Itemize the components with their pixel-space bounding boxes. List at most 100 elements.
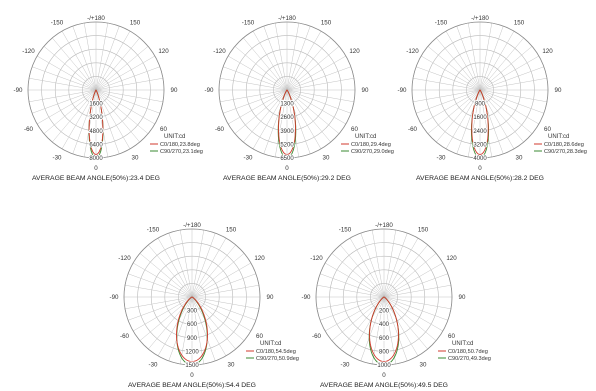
grid-spoke — [371, 296, 385, 365]
radial-tick-label: 3200 — [473, 142, 487, 148]
grid-spoke — [331, 296, 385, 341]
angle-label: 90 — [362, 87, 369, 94]
grid-spoke — [286, 89, 300, 158]
grid-spoke — [72, 26, 97, 91]
grid-spoke — [383, 296, 437, 341]
angle-label: -30 — [244, 155, 254, 162]
angle-label: -120 — [406, 48, 419, 55]
angle-label: 60 — [160, 126, 167, 133]
angle-label: -150 — [339, 227, 352, 234]
grid-spoke — [349, 237, 385, 298]
grid-spoke — [320, 296, 385, 321]
grid-spoke — [360, 296, 385, 361]
grid-spoke — [383, 284, 452, 298]
beam-angle-caption: AVERAGE BEAM ANGLE(50%):28.2 DEG — [416, 175, 544, 182]
grid-spoke — [191, 253, 245, 298]
grid-spoke — [95, 89, 156, 125]
grid-spoke — [286, 89, 355, 103]
unit-label: UNIT:cd — [355, 134, 376, 140]
angle-label: 120 — [542, 48, 553, 55]
grid-spoke — [234, 46, 288, 91]
legend-entry: C90/270,50.9deg — [256, 356, 299, 362]
grid-spoke — [383, 296, 419, 357]
angle-label: -150 — [147, 227, 160, 234]
grid-spoke — [456, 26, 481, 91]
angle-label: 120 — [446, 255, 457, 262]
angle-label: -120 — [213, 48, 226, 55]
grid-spoke — [252, 30, 288, 91]
angle-label: -120 — [310, 255, 323, 262]
radial-tick-label: 1600 — [89, 102, 103, 108]
grid-spoke — [191, 296, 260, 310]
grid-spoke — [61, 30, 97, 91]
angle-label: -/+180 — [183, 222, 201, 229]
grid-spoke — [243, 37, 288, 91]
polar-chart-5: -/+180 -150 150 -120 120 -90 90 -60 60 -30 30 0 200 4… — [302, 222, 491, 389]
angle-label: 90 — [459, 294, 466, 301]
radial-tick-label: 300 — [187, 309, 198, 315]
radial-tick-label: 800 — [475, 102, 486, 108]
angle-label: -120 — [22, 48, 35, 55]
grid-spoke — [52, 37, 97, 91]
grid-spoke — [263, 89, 288, 154]
grid-spoke — [124, 284, 193, 298]
radial-tick-label: 1300 — [280, 102, 294, 108]
grid-spoke — [383, 296, 448, 321]
angle-label: -90 — [302, 294, 312, 301]
angle-label: -60 — [24, 126, 34, 133]
radial-tick-label: 3200 — [89, 115, 103, 121]
grid-spoke — [286, 26, 311, 91]
grid-spoke — [349, 296, 385, 357]
grid-spoke — [479, 89, 540, 125]
angle-label: -/+180 — [87, 15, 105, 22]
grid-spoke — [219, 89, 288, 103]
grid-spoke — [479, 89, 515, 150]
legend-entry: C90/270,28.3deg — [544, 149, 587, 155]
angle-label: 90 — [171, 87, 178, 94]
angle-label: 90 — [267, 294, 274, 301]
legend-entry: C90/270,23.1deg — [160, 149, 203, 155]
grid-spoke — [61, 89, 97, 150]
grid-spoke — [243, 89, 288, 143]
grid-spoke — [286, 89, 351, 114]
radial-tick-label: 5200 — [280, 142, 294, 148]
angle-label: -90 — [110, 294, 120, 301]
grid-spoke — [128, 273, 193, 298]
grid-spoke — [132, 262, 193, 298]
grid-spoke — [191, 284, 260, 298]
grid-spoke — [479, 37, 524, 91]
radial-tick-label: 4000 — [473, 156, 487, 162]
grid-spoke — [479, 26, 504, 91]
unit-label: UNIT:cd — [452, 341, 473, 347]
radial-tick-label: 2400 — [473, 129, 487, 135]
radial-tick-label: 6400 — [89, 142, 103, 148]
grid-spoke — [286, 89, 331, 143]
angle-label: -60 — [312, 333, 322, 340]
polar-chart-4: -/+180-150 150-120 120-90 90-60 60-30 3003006… — [110, 222, 299, 389]
angle-label: 0 — [190, 372, 194, 379]
angle-label: -60 — [408, 126, 418, 133]
grid-spoke — [479, 89, 548, 103]
grid-spoke — [286, 66, 351, 91]
grid-spoke — [445, 30, 481, 91]
grid-spoke — [252, 89, 288, 150]
radial-tick-label: 1500 — [185, 363, 199, 369]
grid-spoke — [274, 89, 288, 158]
grid-spoke — [479, 89, 493, 158]
grid-spoke — [43, 89, 97, 134]
series-curve-c0-180 — [176, 296, 208, 363]
series-curve-c0-180 — [369, 296, 399, 363]
grid-spoke — [383, 233, 408, 298]
grid-spoke — [191, 237, 227, 298]
grid-spoke — [36, 89, 97, 125]
grid-spoke — [320, 273, 385, 298]
grid-spoke — [95, 37, 140, 91]
angle-label: 0 — [478, 165, 482, 172]
angle-label: 120 — [158, 48, 169, 55]
legend-entry: C90/270,29.0deg — [351, 149, 394, 155]
grid-spoke — [286, 22, 300, 91]
angle-label: 30 — [323, 155, 330, 162]
grid-spoke — [95, 89, 140, 143]
grid-spoke — [371, 229, 385, 298]
grid-spoke — [416, 66, 481, 91]
